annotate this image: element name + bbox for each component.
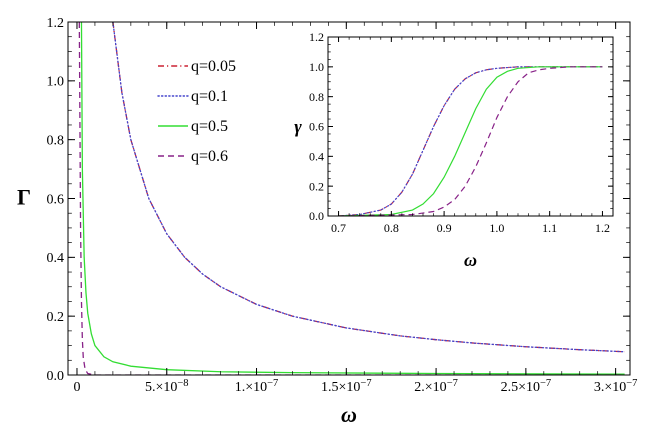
inset-y-tick-label: 0.8 — [309, 90, 324, 104]
main-y-tick-label: 0.4 — [47, 251, 65, 266]
main-x-tick-exponent: −7 — [540, 378, 551, 389]
legend: q=0.05 q=0.1 q=0.5 q=0.6 — [157, 58, 236, 165]
main-y-axis-label: Γ — [17, 185, 31, 210]
inset-x-tick-label: 1.2 — [595, 221, 610, 235]
main-y-tick-label: 0.8 — [47, 134, 65, 149]
inset-y-tick-label: 1.2 — [309, 30, 324, 44]
inset-y-axis-label: γ — [294, 117, 302, 137]
inset-x-tick-label: 1.1 — [542, 221, 557, 235]
main-y-tick-label: 1.2 — [47, 16, 65, 31]
main-x-tick-exponent: −7 — [626, 378, 637, 389]
inset-series-group — [337, 66, 604, 216]
inset-y-tick-label: 1.0 — [309, 60, 324, 74]
inset-x-tick-label: 0.8 — [384, 221, 399, 235]
inset-y-tick-label: 0.0 — [309, 209, 324, 223]
inset-y-tick-label: 0.2 — [309, 179, 324, 193]
legend-label-3: q=0.5 — [191, 118, 228, 135]
main-y-tick-label: 0.6 — [47, 192, 65, 207]
main-x-tick-label: 0 — [73, 380, 80, 395]
inset-x-axis-label: ω — [464, 250, 477, 270]
main-x-tick-exponent: −7 — [447, 378, 458, 389]
main-x-tick-exponent: −7 — [360, 378, 371, 389]
main-y-tick-label: 0.0 — [47, 369, 65, 384]
legend-label-4: q=0.6 — [191, 148, 228, 165]
main-x-tick-label: 2.5×10−7 — [501, 378, 552, 395]
main-x-axis-label: ω — [341, 402, 357, 427]
inset-series-line-2 — [337, 66, 604, 216]
inset-plot: 0.7 0.8 0.9 1.0 1.1 1.2 0.0 0.2 0.4 0.6 0.8 1.0 1.2 ω… — [294, 30, 614, 270]
main-series-group — [78, 22, 626, 375]
main-x-tick-label: 1.5×10−7 — [321, 378, 372, 395]
main-x-tick-exponent: −8 — [177, 378, 188, 389]
main-series-line-3 — [80, 22, 625, 375]
main-x-tick-exponent: −7 — [267, 378, 278, 389]
legend-label-1: q=0.05 — [191, 58, 236, 75]
inset-x-tick-label: 0.7 — [331, 221, 346, 235]
inset-x-tick-label: 0.9 — [437, 221, 452, 235]
inset-x-tick-label: 1.0 — [489, 221, 504, 235]
main-y-tick-label: 1.0 — [47, 75, 65, 90]
inset-series-line-4 — [338, 66, 603, 216]
inset-y-tick-label: 0.6 — [309, 120, 324, 134]
legend-label-2: q=0.1 — [191, 88, 228, 105]
inset-plot-area — [328, 37, 613, 216]
main-series-line-2 — [112, 22, 626, 353]
inset-y-tick-label: 0.4 — [309, 150, 324, 164]
inset-series-line-3 — [338, 66, 603, 216]
main-y-tick-label: 0.2 — [47, 310, 65, 325]
